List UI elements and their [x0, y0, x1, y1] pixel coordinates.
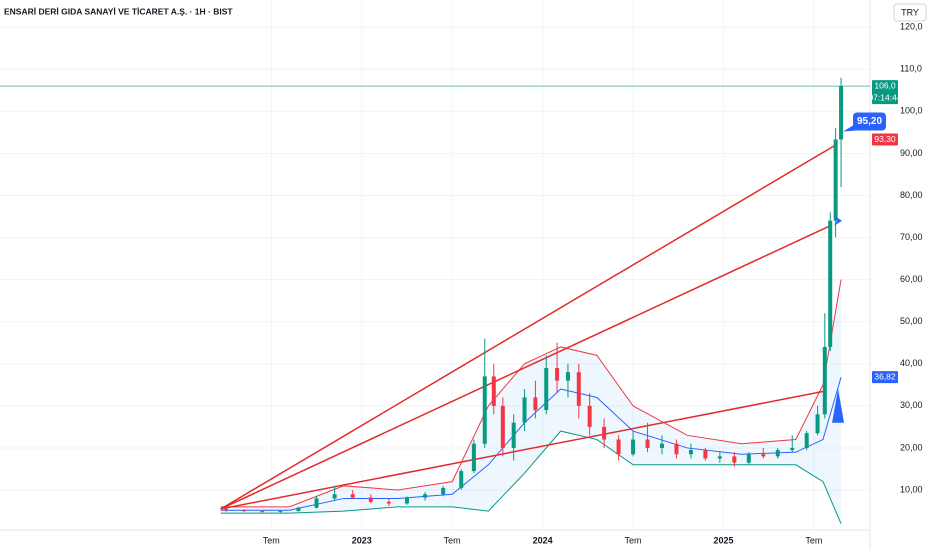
y-tick-label: 60,00 — [900, 274, 923, 284]
candle-body — [386, 501, 391, 504]
y-tick-label: 110,0 — [900, 64, 922, 74]
trend-line — [220, 144, 837, 510]
band-upper — [220, 279, 842, 508]
candle-body — [314, 498, 319, 508]
candle-body — [732, 456, 737, 463]
x-tick-label: 2024 — [533, 535, 553, 545]
x-tick-label: 2025 — [713, 535, 733, 545]
candle-body — [459, 471, 464, 488]
y-tick-label: 20,00 — [900, 442, 923, 452]
band-lower — [220, 430, 842, 524]
x-tick-label: Tem — [263, 535, 280, 545]
price-label: 106,0 — [874, 80, 896, 90]
candle-body — [839, 86, 844, 140]
countdown: 07:14:44 — [868, 92, 901, 102]
candle-body — [717, 456, 722, 459]
candle-body — [576, 372, 581, 406]
candle-body — [833, 139, 838, 221]
currency-box[interactable] — [893, 3, 927, 22]
candle-body — [761, 454, 766, 457]
callout-box — [853, 112, 886, 131]
candle-body — [368, 497, 373, 502]
candle-body — [242, 510, 247, 512]
candle-body — [544, 367, 549, 411]
y-tick-label: 120,0 — [900, 22, 923, 32]
candle-body — [565, 372, 570, 381]
candle-body — [278, 511, 283, 513]
callout-label: 95,20 — [857, 116, 882, 127]
trend-line — [220, 390, 825, 510]
y-tick-label: 40,00 — [900, 358, 923, 368]
candle-body — [790, 447, 795, 451]
price-label: 36,82 — [874, 371, 896, 381]
price-label-box — [872, 133, 898, 146]
x-tick-label: 2023 — [352, 535, 372, 545]
price-label-box — [872, 80, 898, 105]
candle-body — [587, 405, 592, 427]
candle-body — [815, 414, 820, 434]
candle-body — [522, 397, 527, 423]
candle-body — [746, 454, 751, 463]
candle-body — [482, 376, 487, 444]
y-tick-label: 10,00 — [900, 484, 923, 494]
candle-body — [659, 443, 664, 448]
candle-body — [511, 422, 516, 448]
y-tick-label: 50,00 — [900, 316, 923, 326]
candle-body — [775, 450, 780, 457]
candle-body — [828, 220, 833, 347]
candle-body — [688, 450, 693, 455]
candle-body — [804, 433, 809, 448]
candle-body — [500, 405, 505, 448]
y-tick-label: 30,00 — [900, 400, 923, 410]
trend-line — [220, 224, 833, 510]
candle-body — [471, 443, 476, 472]
candle-body — [703, 450, 708, 459]
y-tick-label: 80,00 — [900, 190, 923, 200]
candle-body — [616, 439, 621, 455]
price-label-box — [872, 371, 898, 384]
x-tick-label: Tem — [625, 535, 642, 545]
candle-body — [296, 507, 301, 512]
y-tick-label: 90,00 — [900, 148, 923, 158]
candle-body — [224, 508, 229, 511]
candle-body — [631, 439, 636, 455]
candle-body — [822, 346, 827, 415]
band-fill — [220, 279, 842, 524]
candle-body — [332, 494, 337, 499]
chart-title: ENSARİ DERİ GIDA SANAYİ VE TİCARET A.Ş. … — [4, 6, 233, 16]
x-tick-label: Tem — [805, 535, 822, 545]
candle-body — [674, 443, 679, 455]
candle-body — [491, 376, 496, 406]
candle-body — [404, 497, 409, 504]
callout-tip — [843, 125, 856, 132]
candle-body — [602, 426, 607, 440]
y-tick-label: 70,00 — [900, 232, 923, 242]
candle-body — [350, 494, 355, 498]
candle-body — [533, 397, 538, 411]
candle-body — [260, 511, 265, 513]
price-label: 93,30 — [874, 134, 896, 144]
candle-body — [555, 367, 560, 381]
currency[interactable]: TRY — [901, 7, 919, 17]
y-tick-label: 100,0 — [900, 106, 923, 116]
candle-body — [423, 494, 428, 498]
x-tick-label: Tem — [444, 535, 461, 545]
signal-star — [834, 215, 843, 226]
candle-body — [645, 439, 650, 448]
candle-body — [441, 487, 446, 495]
signal-arrow — [832, 389, 845, 423]
